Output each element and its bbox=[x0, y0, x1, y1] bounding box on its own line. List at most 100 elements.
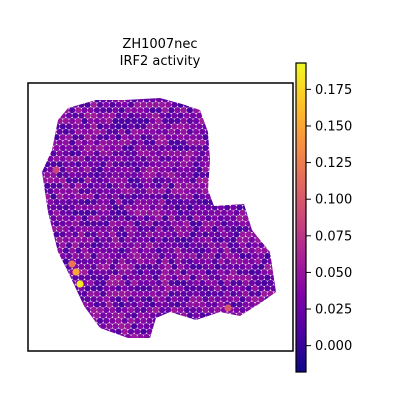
tissue-spot bbox=[205, 107, 212, 114]
tissue-spot bbox=[158, 317, 166, 324]
tissue-spot bbox=[42, 312, 45, 319]
tissue-spot bbox=[50, 225, 57, 233]
tissue-spot bbox=[50, 247, 57, 254]
tissue-spot bbox=[42, 155, 48, 162]
tissue-spot bbox=[199, 171, 206, 179]
tissue-spot bbox=[121, 263, 128, 270]
tissue-spot bbox=[84, 101, 91, 108]
tissue-spot bbox=[118, 204, 125, 211]
tissue-spot bbox=[112, 290, 119, 297]
tissue-spot bbox=[224, 323, 231, 330]
tissue-spot bbox=[248, 279, 255, 287]
tissue-spot bbox=[78, 188, 85, 195]
tissue-spot bbox=[270, 198, 276, 206]
tissue-spot bbox=[158, 166, 166, 173]
tissue-spot bbox=[50, 323, 57, 330]
tissue-spot bbox=[261, 204, 268, 211]
tissue-spot bbox=[239, 328, 246, 335]
tissue-spot bbox=[65, 231, 73, 238]
tissue-spot bbox=[149, 301, 156, 308]
tissue-spot bbox=[42, 139, 45, 146]
tissue-spot bbox=[208, 177, 215, 184]
tissue-spot bbox=[208, 198, 215, 206]
tissue-spot bbox=[236, 193, 243, 200]
tissue-spot bbox=[186, 333, 193, 338]
tissue-spot bbox=[165, 91, 171, 97]
tissue-spot bbox=[147, 339, 153, 345]
tissue-spot bbox=[53, 252, 60, 260]
tissue-spot bbox=[277, 242, 283, 248]
tissue-spot bbox=[149, 312, 156, 319]
tissue-spot bbox=[248, 139, 255, 146]
tissue-spot bbox=[84, 123, 91, 130]
tissue-spot bbox=[118, 225, 125, 233]
tissue-spot bbox=[65, 285, 73, 292]
tissue-spot bbox=[44, 139, 51, 146]
tissue-spot bbox=[258, 317, 265, 324]
tissue-spot bbox=[146, 231, 153, 238]
tissue-spot bbox=[131, 323, 138, 330]
tissue-spot bbox=[115, 166, 122, 173]
colorbar-tick-label: 0.075 bbox=[315, 229, 352, 244]
tissue-spot bbox=[264, 101, 271, 108]
tissue-spot bbox=[127, 166, 135, 173]
tissue-spot bbox=[143, 128, 150, 135]
tissue-spot bbox=[81, 150, 88, 157]
tissue-spot bbox=[214, 177, 221, 184]
tissue-spot bbox=[152, 242, 159, 249]
tissue-spot bbox=[42, 166, 48, 173]
tissue-spot bbox=[177, 177, 184, 184]
tissue-spot bbox=[239, 263, 246, 270]
tissue-spot bbox=[273, 150, 276, 157]
tissue-spot bbox=[87, 98, 94, 103]
tissue-spot bbox=[75, 182, 82, 189]
tissue-spot bbox=[56, 247, 63, 254]
tissue-spot bbox=[211, 225, 218, 233]
tissue-spot bbox=[72, 220, 79, 227]
tissue-spot bbox=[72, 155, 79, 162]
tissue-spot bbox=[261, 247, 268, 254]
tissue-spot bbox=[127, 328, 135, 335]
tissue-spot bbox=[236, 150, 243, 157]
tissue-spot bbox=[251, 166, 259, 173]
tissue-spot bbox=[205, 258, 212, 265]
tissue-spot bbox=[152, 155, 159, 162]
tissue-spot bbox=[220, 209, 228, 216]
tissue-spot bbox=[233, 317, 240, 324]
tissue-spot bbox=[72, 242, 79, 249]
tissue-spot bbox=[78, 220, 85, 227]
tissue-spot bbox=[230, 247, 237, 254]
tissue-spot bbox=[273, 171, 276, 179]
tissue-spot bbox=[264, 112, 271, 119]
tissue-spot bbox=[242, 139, 249, 146]
tissue-spot bbox=[208, 112, 215, 119]
tissue-spot bbox=[65, 252, 73, 260]
tissue-spot bbox=[183, 263, 190, 270]
tissue-spot bbox=[90, 123, 97, 130]
tissue-spot bbox=[100, 225, 107, 233]
tissue-spot bbox=[103, 328, 110, 335]
tissue-spot bbox=[165, 317, 172, 324]
tissue-spot bbox=[53, 296, 60, 303]
tissue-spot bbox=[230, 139, 237, 146]
tissue-spot bbox=[35, 329, 41, 335]
tissue-spot bbox=[47, 306, 54, 314]
tissue-spot bbox=[42, 107, 45, 114]
tissue-spot bbox=[205, 193, 212, 200]
tissue-spot bbox=[168, 225, 175, 233]
tissue-spot bbox=[162, 128, 169, 135]
tissue-spot bbox=[155, 150, 162, 157]
tissue-spot bbox=[65, 177, 73, 184]
tissue-spot bbox=[242, 215, 249, 222]
tissue-spot bbox=[258, 155, 265, 162]
tissue-spot bbox=[62, 333, 70, 338]
tissue-spot bbox=[137, 269, 144, 276]
tissue-spot bbox=[53, 177, 60, 184]
tissue-spot bbox=[227, 328, 234, 335]
tissue-spot bbox=[152, 306, 159, 314]
tissue-spot bbox=[189, 317, 197, 324]
tissue-spot bbox=[196, 263, 203, 270]
tissue-spot bbox=[115, 209, 122, 216]
tissue-spot bbox=[267, 182, 274, 189]
